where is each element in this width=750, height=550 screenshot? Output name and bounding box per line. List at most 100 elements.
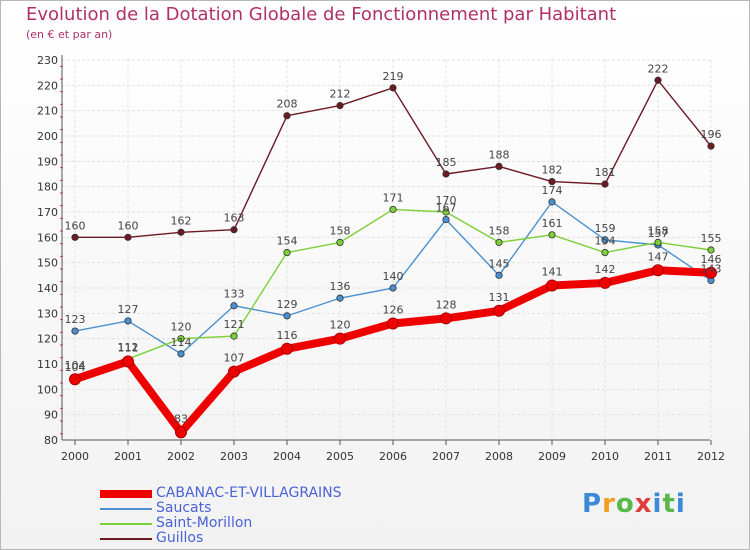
data-point-saucats (177, 350, 185, 358)
x-tick-label: 2001 (114, 450, 142, 463)
data-point-guillos (389, 84, 397, 92)
data-label-saint-morillon: 155 (701, 232, 722, 245)
data-point-guillos (442, 170, 450, 178)
data-label-guillos: 160 (118, 219, 139, 232)
data-point-saucats (283, 312, 291, 320)
y-tick-label: 180 (37, 181, 58, 194)
data-label-guillos: 219 (383, 70, 404, 83)
chart-title: Evolution de la Dotation Globale de Fonc… (26, 4, 617, 25)
y-tick-label: 100 (37, 383, 58, 396)
y-tick-label: 160 (37, 231, 58, 244)
legend-item-saint-morillon: Saint-Morillon (100, 515, 400, 531)
y-tick-label: 220 (37, 79, 58, 92)
data-label-saint-morillon: 158 (648, 224, 669, 237)
data-label-saint-morillon: 161 (542, 217, 563, 230)
y-tick-label: 210 (37, 105, 58, 118)
data-point-guillos (601, 180, 609, 188)
chart-subtitle: (en € et par an) (26, 28, 113, 41)
data-point-guillos (495, 162, 503, 170)
y-tick-label: 150 (37, 257, 58, 270)
data-label-saucats: 157 (648, 227, 669, 240)
data-label-cabanac-et-villagrains: 120 (330, 319, 351, 332)
y-tick-label: 200 (37, 130, 58, 143)
data-label-saint-morillon: 120 (171, 321, 192, 334)
y-tick-label: 120 (37, 333, 58, 346)
data-label-saint-morillon: 158 (489, 224, 510, 237)
data-point-cabanac-et-villagrains (175, 426, 187, 439)
x-tick-label: 2011 (644, 450, 672, 463)
data-point-saucats (336, 294, 344, 302)
data-label-saucats: 136 (330, 280, 351, 293)
legend-item-cabanac-et-villagrains: CABANAC-ET-VILLAGRAINS (100, 485, 400, 501)
data-point-cabanac-et-villagrains (387, 317, 399, 330)
proxiti-logo: Proxiti (582, 489, 686, 519)
data-point-saint-morillon (707, 246, 715, 254)
x-tick-label: 2004 (273, 450, 301, 463)
data-point-saint-morillon (177, 335, 185, 343)
data-point-cabanac-et-villagrains (228, 365, 240, 378)
data-label-guillos: 185 (436, 156, 457, 169)
data-label-guillos: 222 (648, 62, 669, 75)
data-label-saucats: 133 (224, 288, 245, 301)
legend-item-saucats: Saucats (100, 500, 400, 516)
grid-lines (62, 59, 712, 441)
data-point-saucats (389, 284, 397, 292)
series-line-saint-morillon (74, 208, 712, 380)
y-tick-label: 140 (37, 282, 58, 295)
data-label-saint-morillon: 154 (277, 235, 298, 248)
data-label-guillos: 208 (277, 98, 298, 111)
data-label-saucats: 159 (595, 222, 616, 235)
legend-label: Guillos (156, 530, 204, 546)
data-label-saucats: 174 (542, 184, 563, 197)
legend-swatch (100, 490, 152, 498)
legend-label: CABANAC-ET-VILLAGRAINS (156, 485, 342, 501)
data-label-guillos: 163 (224, 212, 245, 225)
legend-swatch (100, 508, 152, 510)
data-labels: 160 160 162 163 208 212 219 185 188 182 181 222 196 1… (65, 62, 722, 425)
data-label-cabanac-et-villagrains: 141 (542, 265, 563, 278)
data-label-cabanac-et-villagrains: 104 (65, 359, 86, 372)
x-tick-label: 2008 (485, 450, 513, 463)
legend-label: Saucats (156, 500, 212, 516)
y-tick-label: 130 (37, 307, 58, 320)
x-tick-label: 2009 (538, 450, 566, 463)
data-point-saint-morillon (389, 205, 397, 214)
data-label-saucats: 127 (118, 303, 139, 316)
data-point-cabanac-et-villagrains (281, 342, 293, 355)
data-point-saint-morillon (495, 238, 503, 246)
x-tick-label: 2012 (697, 450, 725, 463)
data-label-guillos: 188 (489, 148, 510, 161)
data-label-saucats: 114 (171, 336, 192, 349)
y-tick-label: 230 (37, 54, 58, 67)
y-tick-label: 110 (37, 358, 58, 371)
data-label-saucats: 145 (489, 257, 510, 270)
data-point-guillos (548, 178, 556, 186)
data-label-cabanac-et-villagrains: 83 (174, 412, 188, 425)
data-label-saint-morillon: 171 (383, 191, 404, 204)
x-tick-label: 2006 (379, 450, 407, 463)
data-point-cabanac-et-villagrains (69, 373, 81, 386)
data-point-saint-morillon (442, 208, 450, 216)
data-label-guillos: 181 (595, 166, 616, 179)
data-point-cabanac-et-villagrains (599, 276, 611, 289)
data-point-cabanac-et-villagrains (652, 264, 664, 277)
data-label-cabanac-et-villagrains: 147 (648, 250, 669, 263)
y-tick-label: 170 (37, 206, 58, 219)
legend-item-guillos: Guillos (100, 530, 400, 546)
x-tick-label: 2010 (591, 450, 619, 463)
data-label-cabanac-et-villagrains: 142 (595, 263, 616, 276)
series-layer (69, 76, 717, 439)
legend-label: Saint-Morillon (156, 515, 253, 531)
data-point-guillos (336, 102, 344, 110)
data-point-saucats (601, 236, 609, 244)
data-point-saint-morillon (283, 248, 291, 257)
data-point-saint-morillon (654, 238, 662, 246)
data-label-guillos: 182 (542, 164, 563, 177)
data-label-saint-morillon: 170 (436, 194, 457, 207)
data-label-guillos: 196 (701, 128, 722, 141)
data-point-saucats (442, 216, 450, 224)
data-point-guillos (707, 142, 715, 150)
data-label-saint-morillon: 112 (118, 341, 139, 354)
data-point-saucats (124, 317, 132, 325)
